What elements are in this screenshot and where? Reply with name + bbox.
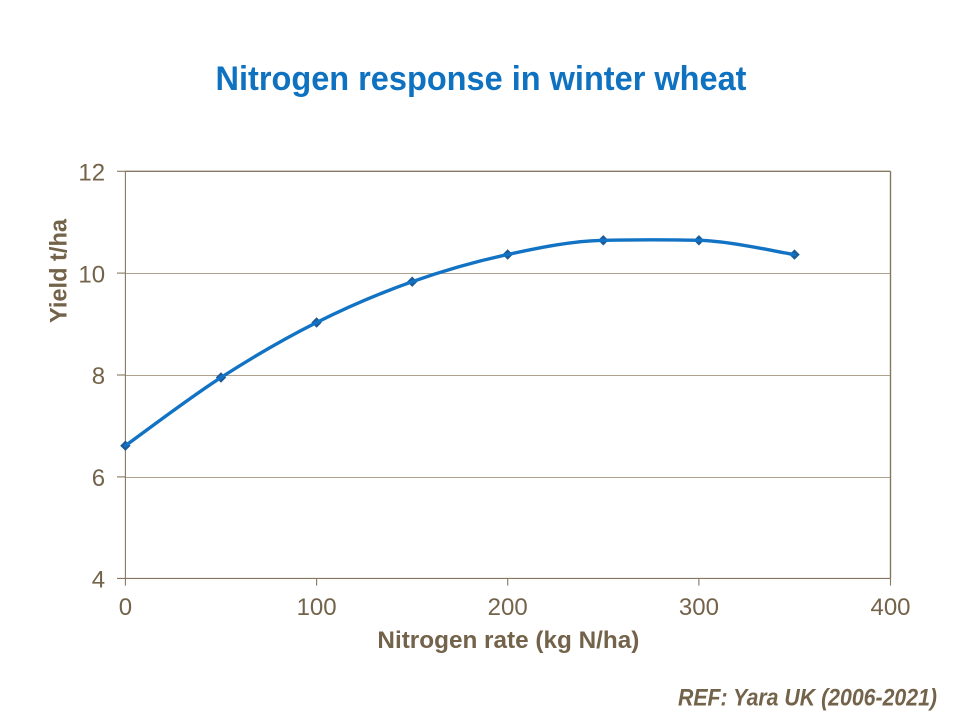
- svg-text:Yield t/ha: Yield t/ha: [45, 218, 72, 323]
- svg-text:200: 200: [488, 594, 528, 621]
- svg-text:100: 100: [297, 594, 337, 621]
- svg-text:12: 12: [78, 160, 105, 187]
- svg-text:4: 4: [92, 567, 105, 594]
- svg-text:300: 300: [679, 594, 719, 621]
- svg-text:400: 400: [870, 594, 910, 621]
- svg-text:REF: Yara UK (2006-2021): REF: Yara UK (2006-2021): [678, 685, 937, 712]
- svg-text:Nitrogen rate (kg N/ha): Nitrogen rate (kg N/ha): [377, 627, 639, 654]
- svg-text:Nitrogen response in winter wh: Nitrogen response in winter wheat: [216, 60, 747, 98]
- svg-text:10: 10: [78, 261, 105, 288]
- svg-text:8: 8: [92, 363, 105, 390]
- svg-text:6: 6: [92, 465, 105, 492]
- svg-text:0: 0: [119, 594, 132, 621]
